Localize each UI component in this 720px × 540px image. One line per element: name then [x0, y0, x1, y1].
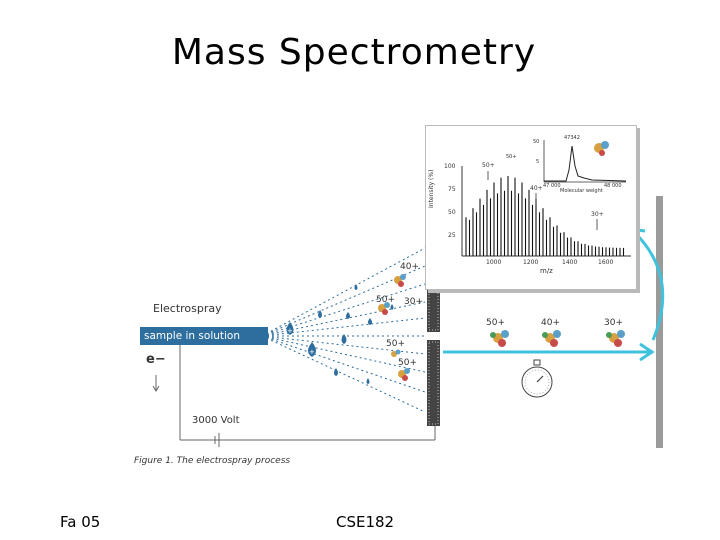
svg-text:+: +: [309, 348, 315, 356]
sub-ytick: 5: [536, 159, 540, 165]
sub-peak-charge: 50+: [506, 154, 517, 160]
inset-ytick: 25: [448, 232, 456, 239]
sub-peak-value: 47342: [564, 135, 580, 141]
droplets: [286, 284, 394, 384]
spray-charge-label: 50+: [398, 358, 417, 368]
inset-ytick: 100: [444, 163, 456, 170]
spray-charge-label: 50+: [386, 339, 405, 349]
inset-ylabel: Intensity (%): [428, 169, 435, 208]
spectrum-plot: [461, 140, 631, 257]
inset-ytick: 75: [448, 186, 456, 193]
footer-center: CSE182: [336, 513, 395, 531]
inset-xtick: 1400: [562, 259, 578, 266]
entrance-plates: [427, 288, 440, 426]
sub-ytick: 50: [533, 139, 540, 145]
footer-left: Fa 05: [60, 513, 101, 531]
spray-charge-label: 40+: [400, 262, 419, 272]
inset-xtick: 1000: [486, 259, 502, 266]
flight-charge-label: 40+: [541, 318, 560, 328]
sample-label: sample in solution: [140, 327, 268, 345]
stopwatch-icon: [521, 359, 553, 398]
inset-peak-label: 50+: [482, 162, 495, 169]
spray-charge-label: 50+: [376, 295, 395, 305]
sub-xtick: 48 000: [604, 183, 622, 189]
inset-xlabel: m/z: [540, 267, 553, 275]
electron-label: e−: [146, 352, 166, 367]
flight-charge-label: 30+: [604, 318, 623, 328]
electrospray-label: Electrospray: [153, 302, 222, 315]
figure-caption: Figure 1. The electrospray process: [134, 456, 291, 466]
electron-arrow-icon: [152, 375, 160, 392]
protein-ions: [378, 274, 625, 381]
slide-title: Mass Spectrometry: [171, 32, 537, 73]
inset-xtick: 1200: [523, 259, 539, 266]
spectrum-peaks: [465, 176, 625, 256]
flight-charge-label: 50+: [486, 318, 505, 328]
inset-ytick: 50: [448, 209, 456, 216]
svg-text:+: +: [287, 327, 293, 335]
spectrum-inset: Intensity (%) 100 75 50 25 1000 1200 140…: [425, 125, 637, 290]
inset-peak-label: 40+: [530, 185, 543, 192]
circuit-wire: [179, 345, 436, 447]
sub-xtick: 47 000: [543, 183, 561, 189]
voltage-label: 3000 Volt: [192, 415, 240, 426]
inset-peak-label: 30+: [591, 211, 604, 218]
spray-charge-label: 30+: [404, 297, 423, 307]
inset-xtick: 1600: [598, 259, 614, 266]
sub-xlabel: Molecular weight: [560, 188, 603, 194]
flight-arrow-icon: [443, 342, 655, 362]
